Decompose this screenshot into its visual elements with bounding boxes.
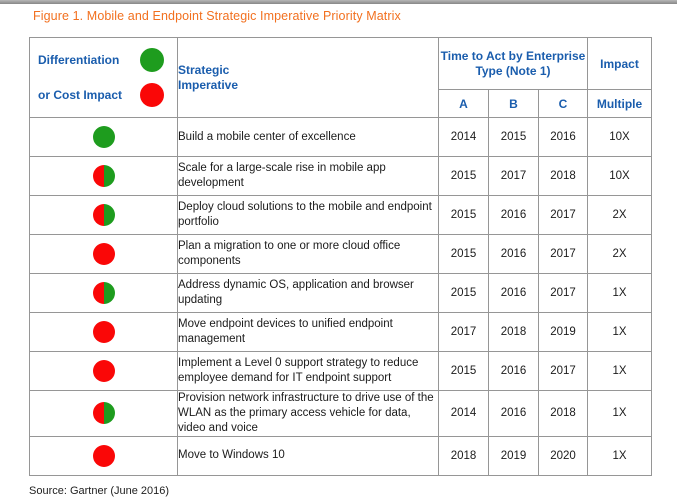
impact-multiple-header: Multiple — [587, 89, 652, 118]
imperative-cell: Build a mobile center of excellence — [177, 117, 439, 157]
time-to-act-header: Time to Act by Enterprise Type (Note 1) — [438, 37, 588, 90]
table-row: Move endpoint devices to unified endpoin… — [29, 312, 652, 352]
table-row: Provision network infrastructure to driv… — [29, 390, 652, 437]
year-a-cell: 2018 — [438, 435, 489, 476]
enterprise-type-a-header: A — [438, 89, 489, 118]
imperative-cell: Provision network infrastructure to driv… — [177, 390, 439, 437]
impact-indicator-icon — [92, 402, 115, 425]
imperative-cell: Implement a Level 0 support strategy to … — [177, 351, 439, 391]
year-a-cell: 2015 — [438, 351, 489, 391]
enterprise-type-b-header: B — [488, 89, 539, 118]
indicator-cell — [29, 156, 178, 196]
year-c-cell: 2017 — [538, 195, 588, 235]
impact-indicator-icon — [92, 204, 115, 226]
indicator-cell — [29, 390, 178, 437]
impact-multiple-cell: 1X — [587, 273, 652, 313]
impact-header: Impact — [587, 37, 652, 90]
impact-multiple-cell: 1X — [587, 435, 652, 476]
year-c-cell: 2018 — [538, 390, 588, 437]
red-circle-icon — [140, 83, 164, 107]
source-note: Source: Gartner (June 2016) — [29, 484, 170, 497]
impact-indicator-icon — [92, 444, 115, 467]
impact-multiple-cell: 2X — [587, 195, 652, 235]
figure-title: Figure 1. Mobile and Endpoint Strategic … — [33, 9, 401, 23]
table-row: Plan a migration to one or more cloud of… — [29, 234, 652, 274]
year-a-cell: 2015 — [438, 234, 489, 274]
year-b-cell: 2015 — [488, 117, 539, 157]
strategic-imperative-header: Strategic Imperative — [177, 37, 439, 118]
impact-multiple-cell: 1X — [587, 390, 652, 437]
imperative-cell: Deploy cloud solutions to the mobile and… — [177, 195, 439, 235]
year-a-cell: 2015 — [438, 195, 489, 235]
indicator-cell — [29, 273, 178, 313]
table-row: Move to Windows 10 2018 2019 2020 1X — [29, 435, 652, 476]
year-b-cell: 2019 — [488, 435, 539, 476]
year-b-cell: 2016 — [488, 390, 539, 437]
impact-multiple-cell: 10X — [587, 156, 652, 196]
impact-indicator-icon — [92, 243, 115, 265]
year-a-cell: 2014 — [438, 390, 489, 437]
legend-label-differentiation: Differentiation — [38, 53, 120, 67]
impact-indicator-icon — [92, 126, 115, 148]
year-c-cell: 2017 — [538, 234, 588, 274]
impact-multiple-cell: 2X — [587, 234, 652, 274]
impact-multiple-cell: 1X — [587, 351, 652, 391]
year-b-cell: 2017 — [488, 156, 539, 196]
imperative-cell: Move to Windows 10 — [177, 435, 439, 476]
year-b-cell: 2016 — [488, 195, 539, 235]
year-a-cell: 2014 — [438, 117, 489, 157]
imperative-cell: Address dynamic OS, application and brow… — [177, 273, 439, 313]
year-c-cell: 2016 — [538, 117, 588, 157]
year-a-cell: 2015 — [438, 273, 489, 313]
priority-matrix-table: Differentiation or Cost Impact Strategic… — [29, 37, 652, 476]
year-c-cell: 2017 — [538, 351, 588, 391]
year-b-cell: 2016 — [488, 351, 539, 391]
year-b-cell: 2016 — [488, 273, 539, 313]
table-row: Address dynamic OS, application and brow… — [29, 273, 652, 313]
green-circle-icon — [140, 48, 164, 72]
indicator-cell — [29, 195, 178, 235]
imperative-cell: Scale for a large-scale rise in mobile a… — [177, 156, 439, 196]
indicator-cell — [29, 435, 178, 476]
year-c-cell: 2019 — [538, 312, 588, 352]
impact-multiple-cell: 10X — [587, 117, 652, 157]
table-row: Build a mobile center of excellence 2014… — [29, 117, 652, 157]
legend-header-cell: Differentiation or Cost Impact — [29, 37, 178, 118]
year-c-cell: 2020 — [538, 435, 588, 476]
top-divider — [0, 0, 677, 4]
matrix-table-body: Build a mobile center of excellence 2014… — [29, 117, 652, 476]
indicator-cell — [29, 312, 178, 352]
impact-indicator-icon — [92, 282, 115, 304]
impact-indicator-icon — [92, 321, 115, 343]
year-c-cell: 2018 — [538, 156, 588, 196]
year-b-cell: 2018 — [488, 312, 539, 352]
indicator-cell — [29, 117, 178, 157]
enterprise-type-c-header: C — [538, 89, 588, 118]
year-a-cell: 2017 — [438, 312, 489, 352]
impact-multiple-cell: 1X — [587, 312, 652, 352]
impact-indicator-icon — [92, 360, 115, 382]
year-a-cell: 2015 — [438, 156, 489, 196]
indicator-cell — [29, 234, 178, 274]
year-c-cell: 2017 — [538, 273, 588, 313]
impact-indicator-icon — [92, 165, 115, 187]
table-row: Scale for a large-scale rise in mobile a… — [29, 156, 652, 196]
year-b-cell: 2016 — [488, 234, 539, 274]
indicator-cell — [29, 351, 178, 391]
imperative-cell: Plan a migration to one or more cloud of… — [177, 234, 439, 274]
table-row: Deploy cloud solutions to the mobile and… — [29, 195, 652, 235]
table-row: Implement a Level 0 support strategy to … — [29, 351, 652, 391]
imperative-cell: Move endpoint devices to unified endpoin… — [177, 312, 439, 352]
legend-label-cost-impact: or Cost Impact — [38, 88, 123, 102]
